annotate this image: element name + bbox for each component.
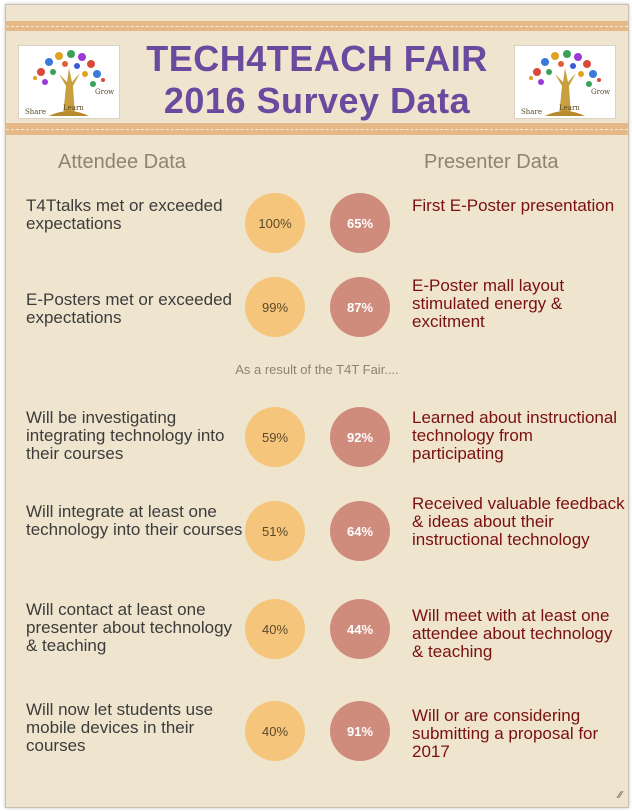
result-subheading: As a result of the T4T Fair....: [235, 362, 399, 377]
resize-grip-icon[interactable]: ∕∕: [618, 790, 622, 801]
attendee-statement: Will now let students use mobile devices…: [26, 700, 214, 755]
attendee-statement: Will be investigating integrating techno…: [26, 408, 225, 463]
presenter-statement: Learned about instructional technology f…: [412, 408, 618, 463]
presenter-percent-badge: 64%: [330, 501, 390, 561]
attendee-percent-badge: 51%: [245, 501, 305, 561]
attendee-statement: T4Ttalks met or exceeded expectations: [26, 196, 223, 233]
tree-logo-right: Grow Learn Share: [514, 45, 616, 119]
presenter-statement: Will or are considering submitting a pro…: [412, 706, 599, 761]
logo-word-share: Share: [25, 108, 46, 116]
logo-word-learn: Learn: [559, 104, 580, 112]
logo-word-grow: Grow: [591, 88, 611, 96]
tree-logo-icon: [529, 50, 601, 116]
presenter-statement: Will meet with at least one attendee abo…: [412, 606, 613, 661]
presenter-statement: Received valuable feedback & ideas about…: [412, 494, 625, 549]
attendee-percent-badge: 99%: [245, 277, 305, 337]
attendee-statement: Will contact at least one presenter abou…: [26, 600, 233, 655]
logo-word-grow: Grow: [95, 88, 115, 96]
attendee-statement: Will integrate at least one technology i…: [26, 502, 243, 539]
logo-word-share: Share: [521, 108, 542, 116]
presenter-percent-badge: 91%: [330, 701, 390, 761]
presenter-percent-badge: 65%: [330, 193, 390, 253]
infographic-page: Grow Learn Share Grow Learn Share TECH4T…: [5, 4, 629, 808]
attendee-percent-badge: 100%: [245, 193, 305, 253]
attendee-percent-badge: 59%: [245, 407, 305, 467]
attendee-percent-badge: 40%: [245, 701, 305, 761]
header-band-stitch: [6, 129, 628, 130]
presenter-percent-badge: 87%: [330, 277, 390, 337]
presenter-statement: E-Poster mall layout stimulated energy &…: [412, 276, 565, 331]
attendee-column-heading: Attendee Data: [58, 151, 186, 173]
attendee-statement: E-Posters met or exceeded expectations: [26, 290, 232, 327]
header-band-stitch: [6, 26, 628, 27]
presenter-statement: First E-Poster presentation: [412, 196, 615, 215]
presenter-column-heading: Presenter Data: [424, 151, 559, 173]
page-title-line2: 2016 Survey Data: [163, 80, 471, 121]
tree-logo-left: Grow Learn Share: [18, 45, 120, 119]
presenter-percent-badge: 44%: [330, 599, 390, 659]
logo-word-learn: Learn: [63, 104, 84, 112]
tree-logo-icon: [33, 50, 105, 116]
presenter-percent-badge: 92%: [330, 407, 390, 467]
attendee-percent-badge: 40%: [245, 599, 305, 659]
page-title-line1: TECH4TEACH FAIR: [146, 38, 488, 79]
